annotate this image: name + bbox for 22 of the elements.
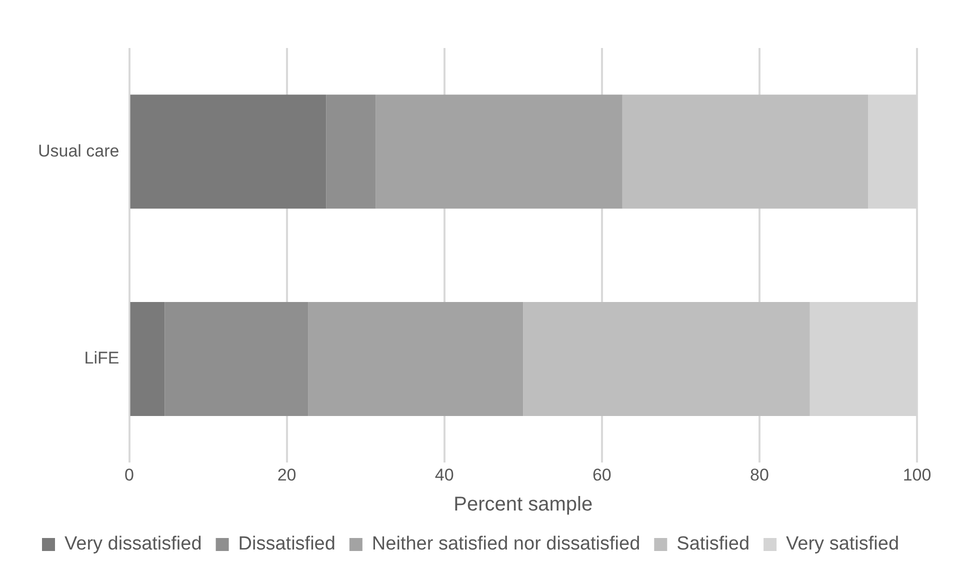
legend-label: Very satisfied	[786, 534, 900, 555]
bar	[164, 302, 308, 416]
y-tick-label: LiFE	[84, 348, 120, 368]
x-tick-label: 40	[434, 465, 454, 484]
y-tick-label: Usual care	[38, 141, 120, 160]
legend-label: Satisfied	[676, 534, 750, 555]
x-tick-label: 0	[124, 465, 134, 484]
bar	[326, 94, 376, 209]
x-tick-label: 60	[592, 465, 612, 484]
x-tick-label: 100	[902, 465, 932, 484]
bar	[130, 94, 326, 209]
x-tick-label: 20	[277, 465, 296, 484]
legend-label: Very dissatisfied	[64, 534, 202, 555]
bar	[308, 302, 524, 416]
bar	[130, 302, 165, 416]
bar	[376, 94, 622, 209]
x-tick-label: 80	[750, 465, 769, 484]
bar	[622, 94, 868, 209]
x-axis-title: Percent sample	[454, 494, 593, 516]
bar	[523, 302, 810, 416]
legend-label: Dissatisfied	[238, 534, 336, 555]
legend-label: Neither satisfied nor dissatisfied	[372, 534, 640, 555]
